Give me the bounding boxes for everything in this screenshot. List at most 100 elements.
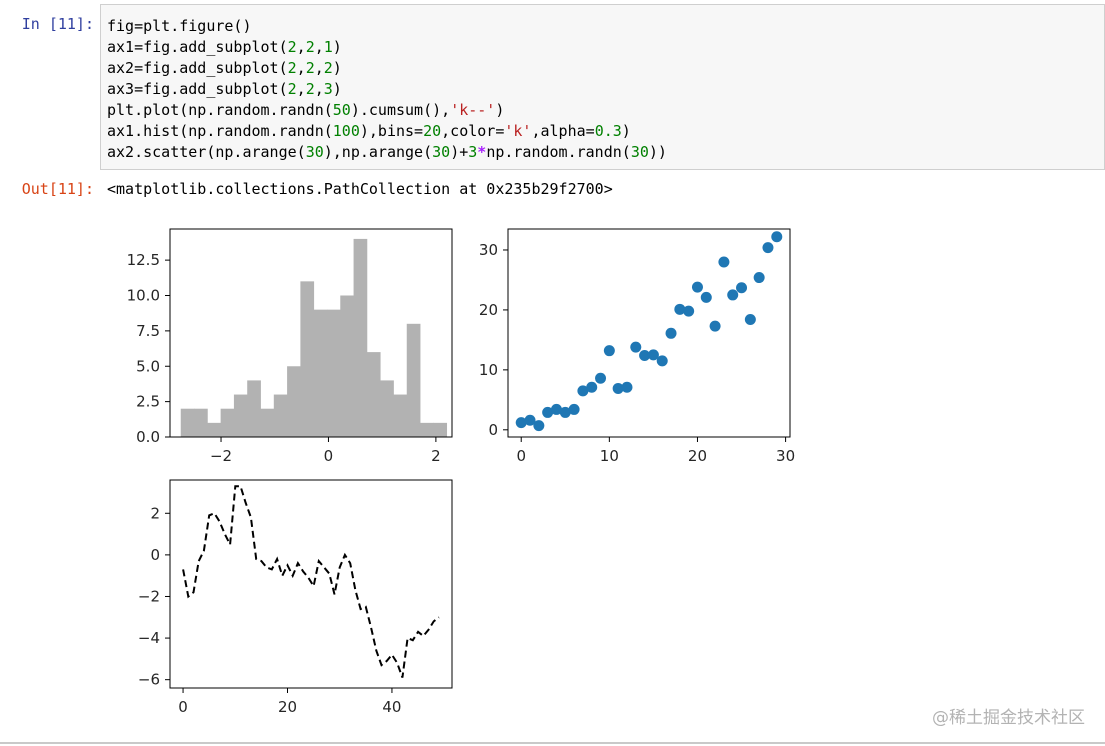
- histogram-bar: [207, 422, 222, 437]
- scatter-x-tick-label: 10: [600, 447, 619, 465]
- line-plot-y-tick-label: 0: [150, 546, 160, 564]
- code-token: )+: [450, 143, 469, 161]
- line-plot-y-tick-label: −4: [138, 629, 160, 647]
- scatter-point: [683, 305, 695, 317]
- histogram-bar: [273, 394, 288, 437]
- code-token: ,color=: [441, 122, 505, 140]
- scatter-point: [542, 406, 554, 418]
- code-token: ),np.arange(: [323, 143, 433, 161]
- code-token: 50: [332, 101, 351, 119]
- code-token: 30: [305, 143, 324, 161]
- code-token: ,: [314, 80, 324, 98]
- scatter-axes-frame: [507, 228, 791, 438]
- code-token: 20: [423, 122, 442, 140]
- code-line: plt.plot(np.random.randn(50).cumsum(),'k…: [107, 100, 667, 121]
- histogram-bar: [233, 394, 248, 437]
- scatter-point: [736, 282, 748, 294]
- scatter-point: [709, 320, 721, 332]
- scatter-point: [744, 314, 756, 326]
- code-token: 2: [287, 38, 297, 56]
- code-token: ): [332, 80, 342, 98]
- scatter-point: [691, 281, 703, 293]
- code-token: 1: [323, 38, 333, 56]
- scatter-point: [586, 381, 598, 393]
- histogram-bar: [260, 408, 275, 437]
- scatter-y-tick-label: 20: [479, 301, 498, 319]
- code-token: )): [648, 143, 667, 161]
- code-cell-editor[interactable]: fig=plt.figure() ax1=fig.add_subplot(2,2,…: [100, 4, 1105, 170]
- histogram-bar: [340, 295, 354, 437]
- code-token: ): [332, 59, 342, 77]
- scatter-point: [559, 406, 571, 418]
- scatter-point: [753, 272, 765, 284]
- histogram-y-tick-label: 12.5: [127, 251, 160, 269]
- scatter-point: [595, 372, 607, 384]
- code-token: ,: [296, 38, 306, 56]
- scatter-y-tick-label: 30: [479, 241, 498, 259]
- scatter-point: [533, 420, 545, 432]
- histogram-x-tick-label: 0: [324, 447, 334, 465]
- code-token: 3: [323, 80, 333, 98]
- line-plot-x-tick-label: 40: [382, 698, 401, 716]
- code-line: fig=plt.figure(): [107, 16, 667, 37]
- histogram-x-tick-label: −2: [210, 447, 232, 465]
- code-token: ,: [314, 38, 324, 56]
- code-token: ).cumsum(),: [350, 101, 451, 119]
- scatter-point: [771, 231, 783, 243]
- scatter-point: [630, 341, 642, 353]
- code-token: fig=plt.figure(): [107, 17, 252, 35]
- scatter-point: [550, 403, 562, 415]
- scatter-point: [647, 349, 659, 361]
- code-token: 2: [287, 59, 297, 77]
- scatter-x-tick-label: 20: [688, 447, 707, 465]
- line-plot-x-tick-label: 20: [278, 698, 297, 716]
- scatter-point: [700, 291, 712, 303]
- scatter-point: [524, 414, 536, 426]
- code-token: ax2.scatter(np.arange(: [107, 143, 306, 161]
- scatter-point: [674, 303, 686, 315]
- code-token: plt.plot(np.random.randn(: [107, 101, 333, 119]
- scatter-point: [639, 349, 651, 361]
- code-token: 2: [305, 38, 315, 56]
- code-token: 30: [432, 143, 451, 161]
- histogram-bar: [366, 352, 381, 437]
- code-token: ): [332, 38, 342, 56]
- code-token: 2: [323, 59, 333, 77]
- code-token: ax1.hist(np.random.randn(: [107, 122, 333, 140]
- line-plot-y-tick-label: −6: [138, 671, 160, 689]
- bottom-divider: [0, 742, 1105, 744]
- code-token: *: [477, 143, 487, 161]
- code-token: ,: [314, 59, 324, 77]
- code-token: 100: [332, 122, 360, 140]
- output-text: <matplotlib.collections.PathCollection a…: [107, 180, 613, 198]
- histogram-bar: [380, 380, 394, 437]
- output-prompt: Out[11]:: [21, 180, 94, 198]
- code-token: 0.3: [594, 122, 622, 140]
- histogram-bar: [247, 380, 261, 437]
- code-token: ),bins=: [359, 122, 424, 140]
- line-plot-axes-frame: [169, 479, 453, 689]
- scatter-point: [665, 327, 677, 339]
- histogram-bar: [353, 238, 368, 437]
- scatter-y-tick-label: 10: [479, 361, 498, 379]
- code-token: np.random.randn(: [486, 143, 631, 161]
- code-line: ax1.hist(np.random.randn(100),bins=20,co…: [107, 121, 667, 142]
- histogram-bar: [406, 323, 421, 437]
- scatter-point: [656, 355, 668, 367]
- code-token: 'k--': [450, 101, 496, 119]
- histogram-bar: [393, 394, 408, 437]
- histogram-y-tick-label: 5.0: [136, 357, 160, 375]
- code-token: 2: [305, 59, 315, 77]
- code-lines: fig=plt.figure() ax1=fig.add_subplot(2,2,…: [107, 16, 667, 163]
- histogram-bar: [220, 408, 235, 437]
- code-token: 2: [287, 80, 297, 98]
- line-plot-x-tick-label: 0: [178, 698, 188, 716]
- scatter-point: [568, 403, 580, 415]
- code-token: 30: [630, 143, 649, 161]
- code-token: ,: [296, 59, 306, 77]
- scatter-point: [762, 242, 774, 254]
- histogram-bar: [326, 309, 341, 437]
- scatter-point: [727, 289, 739, 301]
- histogram-bar: [194, 408, 208, 437]
